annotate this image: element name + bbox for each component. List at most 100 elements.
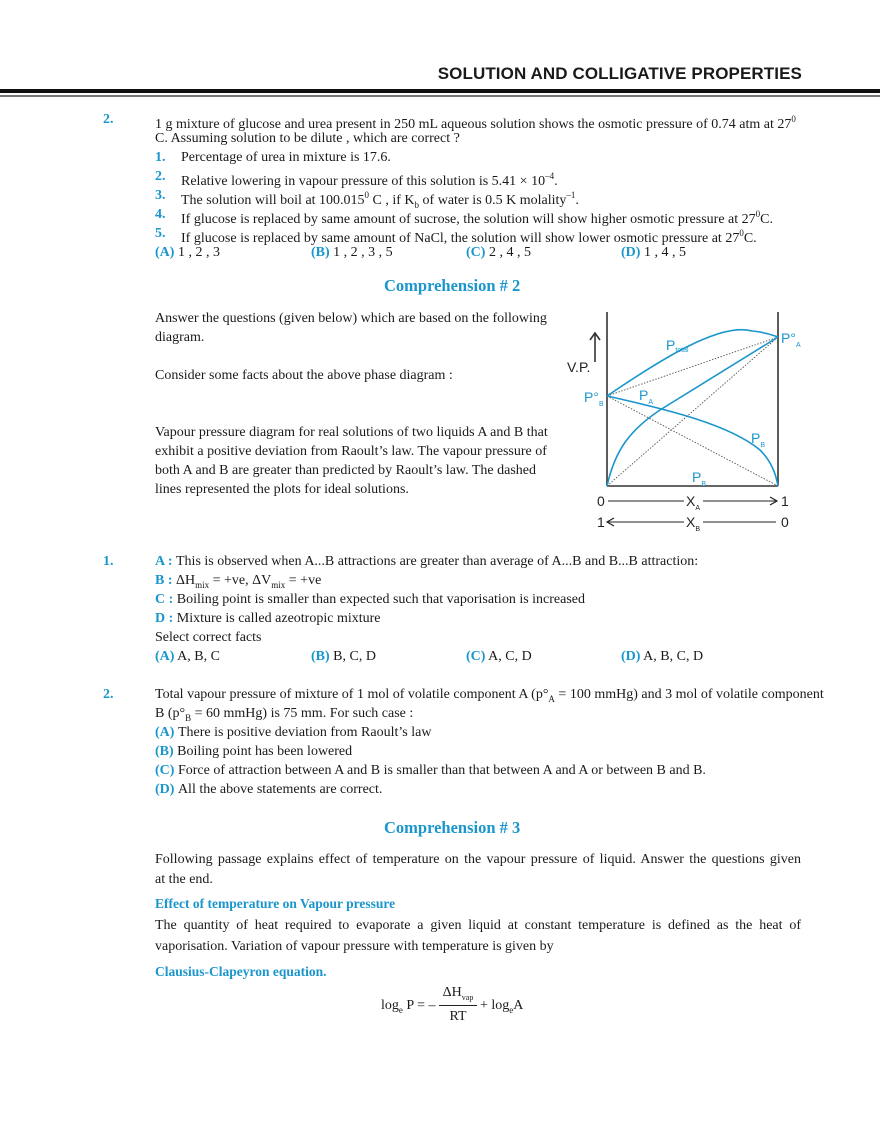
description-line: both A and B are greater than predicted … xyxy=(155,463,537,478)
text-segment: If glucose is replaced by same amount of… xyxy=(181,231,740,246)
comprehension-3-heading: Comprehension # 3 xyxy=(384,818,521,837)
statement-line: A : This is observed when A...B attracti… xyxy=(155,552,698,571)
text-segment: Total vapour pressure of mixture of 1 mo… xyxy=(155,687,549,702)
text-segment: of water is 0.5 K molality xyxy=(419,193,567,208)
option-c[interactable]: (C) A, C, D xyxy=(466,649,532,664)
item-text: If glucose is replaced by same amount of… xyxy=(181,205,773,229)
text-segment: The solution will boil at 100.015 xyxy=(181,193,365,208)
pb-label-bottom: PB xyxy=(692,469,706,488)
p0b-label: P°B xyxy=(584,389,604,408)
xa-end: 1 xyxy=(781,493,789,509)
ideal-total-line xyxy=(606,336,779,397)
passage-text: vaporisation. Variation of vapour pressu… xyxy=(155,939,554,954)
text-segment: 0 xyxy=(791,114,796,124)
item-text: The solution will boil at 100.0150 C , i… xyxy=(181,186,579,215)
text-segment: B : xyxy=(155,573,176,588)
arrow-left-icon xyxy=(605,517,615,527)
text-segment: mix xyxy=(271,580,286,590)
text-segment: C. xyxy=(743,231,757,246)
text-segment: mix xyxy=(195,580,210,590)
text-segment: . xyxy=(575,193,579,208)
question-stem: Total vapour pressure of mixture of 1 mo… xyxy=(155,685,824,709)
text-segment: 1 g mixture of glucose and urea present … xyxy=(155,117,792,132)
option-line: (D) All the above statements are correct… xyxy=(155,780,382,799)
xa-label: XA xyxy=(686,493,700,512)
text-segment: C , if K xyxy=(369,193,415,208)
text-segment: This is observed when A...B attractions … xyxy=(176,554,699,569)
statement-line: D : Mixture is called azeotropic mixture xyxy=(155,609,381,628)
text-segment: C. Assuming solution to be dilute , whic… xyxy=(155,131,460,146)
text-segment: B (p° xyxy=(155,706,186,721)
option-a[interactable]: (A) A, B, C xyxy=(155,649,220,664)
vp-arrowhead-icon xyxy=(589,331,601,341)
option-line: (A) There is positive deviation from Rao… xyxy=(155,723,431,742)
vapour-pressure-diagram: V.P. Ptotal P°A P°B PA PB PB 0 XA 1 1 XB… xyxy=(567,312,801,533)
passage-text: The quantity of heat required to evapora… xyxy=(155,918,801,933)
option-b[interactable]: (B) B, C, D xyxy=(311,649,376,664)
description-line: lines represented the plots for ideal so… xyxy=(155,482,409,497)
subheading: Effect of temperature on Vapour pressure xyxy=(155,896,396,911)
question-number: 2. xyxy=(103,687,114,702)
passage-text: at the end. xyxy=(155,872,213,887)
text-segment: Percentage of urea in mixture is 17.6. xyxy=(181,150,391,165)
text-segment: Force of attraction between A and B is s… xyxy=(177,763,706,778)
item-number: 3. xyxy=(155,188,166,203)
description-line: exhibit a positive deviation from Raoult… xyxy=(155,444,547,459)
ideal-pb-line xyxy=(606,395,779,487)
question-stem: C. Assuming solution to be dilute , whic… xyxy=(155,129,460,148)
text-segment: . xyxy=(554,174,558,189)
item-number: 1. xyxy=(155,150,166,165)
option-d[interactable]: (D) A, B, C, D xyxy=(621,649,704,664)
item-number: 2. xyxy=(155,169,166,184)
option-d[interactable]: (D) 1 , 4 , 5 xyxy=(621,245,686,260)
pb-curve xyxy=(606,395,779,487)
text-segment: Boiling point is smaller than expected s… xyxy=(176,592,586,607)
text-segment: = +ve xyxy=(285,573,322,588)
text-segment: If glucose is replaced by same amount of… xyxy=(181,212,756,227)
question-stem: B (p°B = 60 mmHg) is 75 mm. For such cas… xyxy=(155,704,413,728)
text-segment: Mixture is called azeotropic mixture xyxy=(176,611,381,626)
pa-curve xyxy=(606,336,779,487)
xb-label: XB xyxy=(686,514,700,533)
statement-line: Select correct facts xyxy=(155,628,262,647)
text-segment: (B) xyxy=(155,744,178,759)
text-segment: = +ve, ΔV xyxy=(209,573,272,588)
text-segment: C : xyxy=(155,592,177,607)
item-number: 5. xyxy=(155,226,166,241)
text-segment: D : xyxy=(155,611,177,626)
intro-text: Answer the questions (given below) which… xyxy=(155,311,547,326)
text-segment: There is positive deviation from Raoult’… xyxy=(177,725,432,740)
text-segment: All the above statements are correct. xyxy=(177,782,383,797)
header-rule-thick xyxy=(0,89,880,93)
statement-line: C : Boiling point is smaller than expect… xyxy=(155,590,585,609)
comprehension-2-heading: Comprehension # 2 xyxy=(384,276,521,295)
header-rule-thin xyxy=(0,95,880,97)
text-segment: B xyxy=(185,713,192,723)
option-a[interactable]: (A) 1 , 2 , 3 xyxy=(155,245,220,260)
option-b[interactable]: (B) 1 , 2 , 3 , 5 xyxy=(311,245,393,260)
passage-text: Following passage explains effect of tem… xyxy=(155,852,801,867)
option-line: (C) Force of attraction between A and B … xyxy=(155,761,706,780)
text-segment: –1 xyxy=(566,190,576,200)
text-segment: –4 xyxy=(545,171,555,181)
item-number: 4. xyxy=(155,207,166,222)
question-stem: 1 g mixture of glucose and urea present … xyxy=(155,110,796,134)
question-number: 1. xyxy=(103,554,114,569)
statement-line: B : ΔHmix = +ve, ΔVmix = +ve xyxy=(155,571,321,595)
option-c[interactable]: (C) 2 , 4 , 5 xyxy=(466,245,531,260)
text-segment: (C) xyxy=(155,763,178,778)
text-segment: 0 xyxy=(364,190,370,200)
text-segment: Select correct facts xyxy=(155,630,262,645)
description-line: Vapour pressure diagram for real solutio… xyxy=(155,425,548,440)
text-segment: (D) xyxy=(155,782,178,797)
pb-label: PB xyxy=(751,430,765,449)
text-segment: = 60 mmHg) is 75 mm. For such case : xyxy=(191,706,414,721)
ideal-pa-line xyxy=(606,336,779,487)
p-total-curve xyxy=(606,328,779,397)
item-text: Relative lowering in vapour pressure of … xyxy=(181,167,558,191)
item-text: If glucose is replaced by same amount of… xyxy=(181,224,757,248)
text-segment: = 100 mmHg) and 3 mol of volatile compon… xyxy=(554,687,824,702)
arrow-right-icon xyxy=(769,496,779,506)
text-segment: Boiling point has been lowered xyxy=(177,744,353,759)
xa-start: 0 xyxy=(597,493,605,509)
